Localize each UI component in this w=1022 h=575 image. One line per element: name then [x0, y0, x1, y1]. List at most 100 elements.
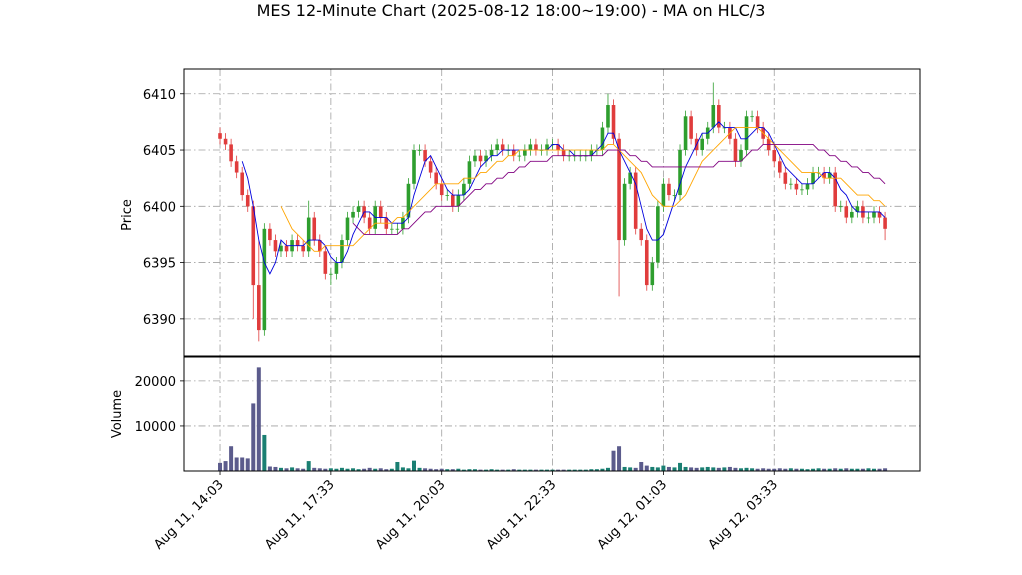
candle-body: [257, 285, 261, 331]
candle-body: [312, 217, 317, 241]
candle-body: [644, 240, 649, 286]
candle-body: [617, 138, 621, 241]
volume-bar: [761, 468, 766, 471]
candle-body: [661, 183, 666, 207]
volume-bar: [351, 468, 356, 471]
volume-bar: [284, 468, 289, 471]
volume-bar: [400, 467, 405, 471]
candle-body: [334, 262, 339, 274]
volume-bar: [605, 467, 610, 471]
candle-body: [850, 211, 854, 218]
volume-bar: [312, 467, 317, 471]
candle-body: [279, 245, 283, 252]
candle-body: [711, 105, 716, 128]
candle-body: [456, 195, 461, 207]
candle-body: [450, 195, 455, 207]
candle-body: [667, 183, 671, 196]
candle-body: [777, 161, 782, 173]
candle-body: [306, 217, 311, 252]
candle-body: [672, 195, 677, 196]
candle-body: [489, 150, 494, 156]
x-tick-label: Aug 11, 20:03: [373, 477, 449, 553]
volume-bar: [317, 468, 322, 471]
volume-bar: [356, 469, 361, 471]
volume-bar: [545, 469, 550, 471]
volume-bar: [678, 462, 683, 471]
candle-body: [351, 211, 355, 218]
volume-bar: [650, 466, 655, 471]
candle-body: [484, 155, 488, 162]
candle-body: [805, 183, 810, 190]
volume-bar: [838, 468, 843, 471]
candle-body: [789, 183, 793, 185]
candle-body: [700, 138, 704, 151]
candle-body: [622, 183, 627, 241]
chart-title: MES 12-Minute Chart (2025-08-12 18:00~19…: [257, 1, 766, 20]
candle-body: [500, 144, 505, 151]
volume-bar: [628, 467, 633, 471]
volume-bar: [672, 467, 677, 471]
volume-bar: [412, 460, 416, 471]
candle-body: [317, 240, 322, 252]
candle-body: [600, 127, 605, 151]
volume-bar: [655, 467, 660, 471]
candle-body: [329, 273, 333, 275]
volume-bar: [489, 469, 494, 471]
volume-bar: [295, 468, 300, 471]
volume-bar: [218, 462, 223, 471]
candle-body: [295, 240, 300, 246]
candle-body: [428, 161, 433, 173]
volume-bar: [783, 468, 788, 471]
candle-body: [678, 150, 682, 196]
candle-body: [656, 206, 660, 263]
y-axis-label: Volume: [110, 390, 125, 438]
volume-bar: [450, 469, 455, 471]
candle-body: [528, 144, 533, 151]
volume-bar: [328, 468, 333, 471]
volume-bar: [738, 468, 743, 471]
volume-bar: [495, 469, 500, 471]
candle-body: [561, 150, 566, 156]
volume-bar: [578, 469, 583, 471]
candle-body: [273, 240, 278, 252]
ma-line: [280, 127, 886, 252]
candle-body: [855, 206, 860, 212]
volume-bar: [384, 469, 389, 471]
volume-bar: [611, 450, 616, 471]
y-tick-label: 6390: [143, 313, 176, 328]
volume-bar: [306, 461, 311, 471]
volume-bar: [583, 469, 588, 471]
candle-body: [301, 245, 305, 252]
candle-body: [822, 172, 826, 179]
axes-frame: [183, 356, 921, 472]
volume-bar: [339, 467, 344, 471]
volume-bar: [539, 469, 544, 471]
x-tick-label: Aug 12, 03:33: [706, 477, 782, 553]
candle-body: [229, 144, 233, 162]
volume-bar: [267, 466, 272, 471]
candle-body: [833, 172, 838, 207]
volume-bar: [683, 466, 688, 471]
volume-bar: [799, 468, 804, 471]
volume-bar: [245, 458, 250, 471]
candle-body: [883, 217, 887, 229]
volume-bar: [766, 468, 771, 471]
volume-bar: [367, 467, 372, 471]
candle-body: [395, 228, 400, 230]
volume-bar: [860, 468, 865, 471]
candle-body: [251, 206, 256, 286]
volume-bar: [572, 469, 577, 471]
volume-bar: [234, 457, 239, 471]
volume-bar: [639, 461, 644, 471]
volume-bar: [423, 468, 428, 471]
candle-body: [827, 172, 832, 179]
candle-body: [517, 155, 522, 157]
candle-body: [733, 138, 738, 162]
candle-body: [478, 155, 483, 162]
candle-body: [262, 228, 267, 331]
volume-bar: [323, 468, 328, 471]
candle-body: [744, 116, 749, 151]
volume-bar: [716, 467, 721, 471]
candle-body: [495, 144, 499, 151]
